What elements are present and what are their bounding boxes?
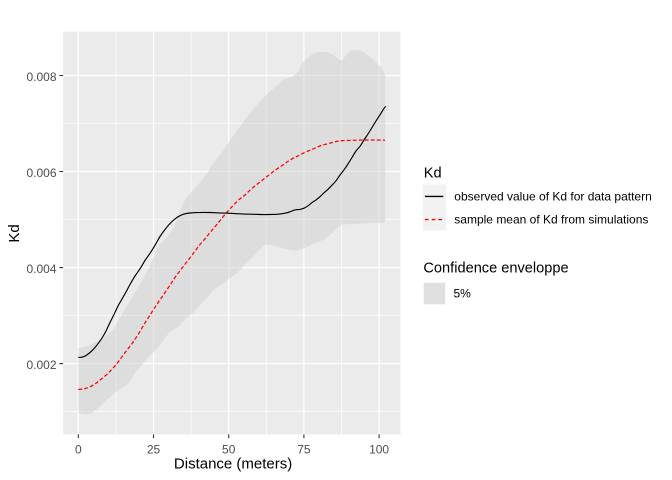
svg-text:0: 0 (75, 443, 82, 457)
svg-text:5%: 5% (454, 287, 472, 301)
svg-text:Kd: Kd (6, 224, 23, 242)
svg-text:25: 25 (147, 443, 161, 457)
svg-text:sample mean of Kd from simulat: sample mean of Kd from simulations (454, 212, 648, 226)
svg-text:observed value of Kd for data: observed value of Kd for data pattern (454, 189, 651, 203)
svg-text:0.004: 0.004 (26, 262, 56, 276)
svg-text:50: 50 (222, 443, 236, 457)
svg-text:0.006: 0.006 (26, 166, 56, 180)
svg-text:Confidence enveloppe: Confidence enveloppe (423, 261, 568, 277)
svg-text:100: 100 (369, 443, 389, 457)
svg-text:0.008: 0.008 (26, 70, 56, 84)
svg-text:Distance (meters): Distance (meters) (174, 455, 292, 472)
svg-text:Kd: Kd (424, 165, 442, 181)
svg-text:75: 75 (297, 443, 311, 457)
svg-text:0.002: 0.002 (26, 358, 56, 372)
